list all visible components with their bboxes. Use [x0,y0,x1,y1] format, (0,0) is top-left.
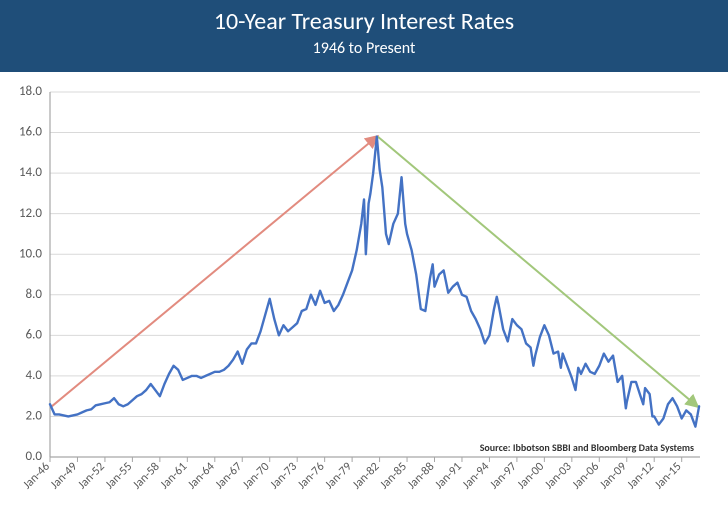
x-tick-label: Jan-97 [487,460,519,492]
y-tick-label: 2.0 [26,409,43,424]
x-tick-label: Jan-67 [213,460,245,492]
chart-container: 0.02.04.06.08.010.012.014.016.018.0Jan-4… [0,72,728,529]
chart-subtitle: 1946 to Present [0,39,728,58]
y-tick-label: 16.0 [19,125,42,140]
x-tick-label: Jan-94 [460,460,492,492]
y-tick-label: 6.0 [26,327,43,342]
y-tick-label: 8.0 [26,287,43,302]
x-tick-label: Jan-61 [158,460,190,492]
x-tick-label: Jan-88 [405,460,437,492]
x-tick-label: Jan-06 [570,460,602,492]
chart-title: 10-Year Treasury Interest Rates [0,8,728,37]
rising-trend-arrow [52,137,377,407]
falling-trend-arrow [378,137,698,407]
chart-header: 10-Year Treasury Interest Rates 1946 to … [0,0,728,72]
x-tick-label: Jan-09 [597,460,629,492]
x-tick-label: Jan-79 [323,460,355,492]
x-tick-label: Jan-00 [515,460,547,492]
y-tick-label: 4.0 [26,368,43,383]
x-tick-label: Jan-03 [542,460,574,492]
x-tick-label: Jan-46 [21,460,53,492]
y-tick-label: 10.0 [19,246,42,261]
x-tick-label: Jan-76 [295,460,327,492]
rate-series-line [50,137,699,427]
x-tick-label: Jan-70 [240,460,272,492]
x-tick-label: Jan-91 [432,460,464,492]
x-tick-label: Jan-55 [103,460,135,492]
page: 10-Year Treasury Interest Rates 1946 to … [0,0,728,529]
source-attribution: Source: Ibbotson SBBI and Bloomberg Data… [480,441,694,454]
x-tick-label: Jan-49 [48,460,80,492]
x-tick-label: Jan-58 [130,460,162,492]
x-tick-label: Jan-15 [652,460,684,492]
y-tick-label: 14.0 [19,165,42,180]
y-tick-label: 12.0 [19,206,42,221]
x-tick-label: Jan-85 [378,460,410,492]
line-chart-svg: 0.02.04.06.08.010.012.014.016.018.0Jan-4… [0,72,728,529]
x-tick-label: Jan-82 [350,460,382,492]
x-tick-label: Jan-52 [75,460,107,492]
x-tick-label: Jan-64 [185,460,217,492]
x-tick-label: Jan-12 [625,460,657,492]
y-tick-label: 18.0 [19,84,42,99]
x-tick-label: Jan-73 [268,460,300,492]
